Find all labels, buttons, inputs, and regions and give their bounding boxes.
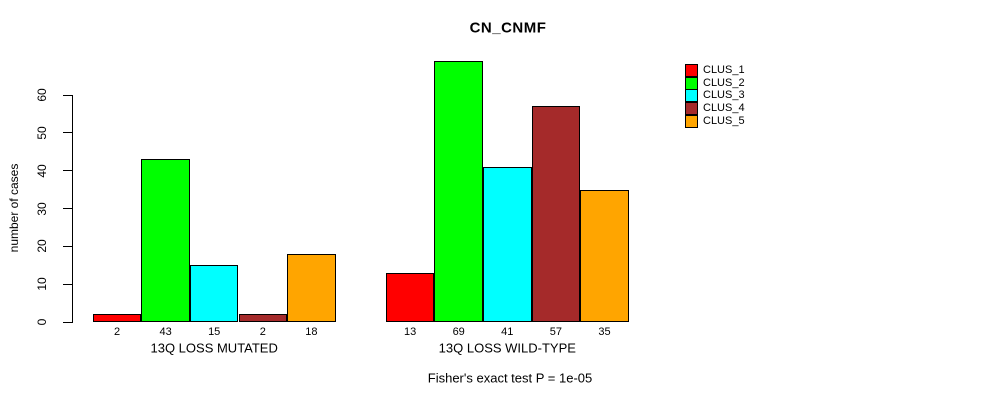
chart-title: CN_CNMF (469, 19, 547, 37)
bar-value-label: 2 (113, 326, 121, 338)
y-tick (63, 170, 73, 172)
y-tick-label: 0 (35, 318, 49, 326)
group-label: 13Q LOSS WILD-TYPE (438, 340, 576, 356)
y-tick-label: 10 (35, 277, 49, 291)
bar-clus_3-group2 (483, 166, 532, 322)
bar-clus_2-group1 (141, 159, 190, 322)
y-tick-label: 60 (35, 88, 49, 102)
bar-clus_5-group1 (287, 253, 336, 322)
bar-value-label: 15 (208, 326, 221, 338)
legend-item: CLUS_4 (685, 102, 745, 116)
y-tick (63, 208, 73, 209)
clus_1-swatch (685, 63, 698, 77)
bar-clus_5-group2 (580, 189, 629, 322)
y-tick (63, 94, 73, 96)
bar-value-label: 2 (259, 326, 266, 338)
y-tick (63, 283, 73, 285)
clus_3-swatch (685, 89, 698, 103)
bar-clus_1-group1 (92, 314, 142, 322)
legend-item: CLUS_3 (685, 89, 745, 103)
bar-clus_3-group1 (189, 265, 239, 322)
bar-clus_4-group2 (531, 106, 581, 322)
bar-clus_1-group2 (385, 272, 435, 322)
legend-label: CLUS_2 (703, 76, 745, 89)
legend-item: CLUS_1 (685, 63, 745, 77)
legend-label: CLUS_3 (703, 89, 745, 102)
y-tick-label: 50 (35, 126, 49, 140)
bar-value-label: 69 (452, 326, 465, 338)
y-tick (63, 132, 73, 134)
legend-label: CLUS_4 (703, 102, 745, 115)
y-tick (63, 321, 73, 323)
legend-item: CLUS_2 (685, 76, 745, 90)
clus_4-swatch (685, 102, 698, 116)
clus_2-swatch (685, 76, 698, 90)
legend-item: CLUS_5 (685, 114, 745, 128)
bar-value-label: 43 (159, 326, 172, 338)
group-label: 13Q LOSS MUTATED (150, 340, 278, 356)
bar-value-label: 18 (305, 326, 318, 338)
y-tick-label: 40 (35, 163, 49, 178)
legend: CLUS_1 CLUS_2 CLUS_3 CLUS_4 CLUS_5 (685, 63, 745, 128)
bar-value-label: 13 (403, 326, 417, 338)
bar-value-label: 41 (501, 326, 514, 338)
clus_5-swatch (685, 114, 698, 128)
y-tick-label: 30 (35, 201, 49, 216)
bar-value-label: 35 (598, 326, 611, 338)
bar-clus_2-group2 (434, 60, 483, 322)
legend-label: CLUS_5 (703, 114, 745, 127)
bar-clus_4-group1 (238, 314, 288, 322)
footer-caption: Fisher's exact test P = 1e-05 (427, 370, 593, 386)
y-tick-label: 20 (35, 239, 49, 254)
bar-value-label: 57 (549, 326, 563, 338)
legend-label: CLUS_1 (703, 63, 745, 76)
y-tick (63, 245, 73, 247)
y-axis-line (72, 95, 73, 323)
